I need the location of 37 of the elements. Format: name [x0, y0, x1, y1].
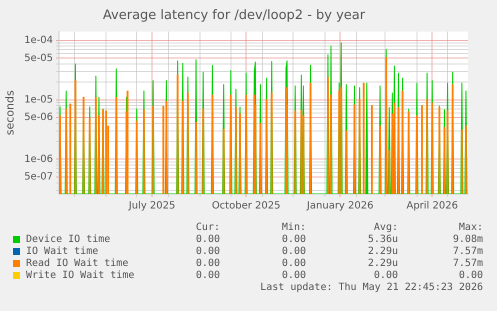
legend-label: Device IO time: [25, 234, 112, 246]
text: 2.29u: [366, 258, 398, 270]
text: 0.00: [194, 258, 220, 270]
y-tick-label: 5e-05: [24, 52, 54, 64]
text: 0.00: [194, 234, 220, 246]
legend-label: Write IO Wait time: [25, 270, 136, 282]
text: 5.36u: [366, 234, 398, 246]
text: Last update: Thu May 21 22:45:23 2026: [260, 282, 483, 293]
text: 7.57m: [452, 258, 483, 270]
y-tick-label: 1e-05: [24, 94, 54, 106]
y-axis-title: seconds: [3, 90, 16, 136]
text: 2.29u: [366, 246, 398, 258]
x-tick-label: April 2026: [406, 200, 458, 212]
x-tick-label: October 2025: [212, 200, 280, 212]
text: 0.00: [194, 246, 220, 258]
text: 0.00: [372, 270, 398, 282]
legend-label: IO Wait time: [25, 246, 100, 258]
text: 9.08m: [452, 234, 483, 246]
text: 0.00: [280, 270, 306, 282]
text: Max:: [458, 222, 483, 234]
text: 0.00: [194, 270, 220, 282]
x-tick-label: July 2025: [128, 200, 176, 212]
text: 7.57m: [452, 246, 483, 258]
chart-title: Average latency for /dev/loop2 - by year: [102, 8, 366, 24]
y-tick-label: 1e-06: [24, 154, 54, 165]
y-tick-label: 1e-04: [24, 34, 54, 46]
text: Cur:: [194, 222, 220, 234]
text: Avg:: [372, 222, 398, 234]
text: 0.00: [280, 234, 306, 246]
legend-label: Read IO Wait time: [25, 258, 130, 270]
y-tick-label: 5e-06: [24, 112, 54, 124]
x-tick-label: January 2026: [306, 200, 374, 212]
y-tick-label: 5e-07: [24, 172, 54, 183]
text: 0.00: [280, 246, 306, 258]
text: 0.00: [458, 270, 483, 282]
text: Min:: [280, 222, 306, 234]
text: 0.00: [280, 258, 306, 270]
